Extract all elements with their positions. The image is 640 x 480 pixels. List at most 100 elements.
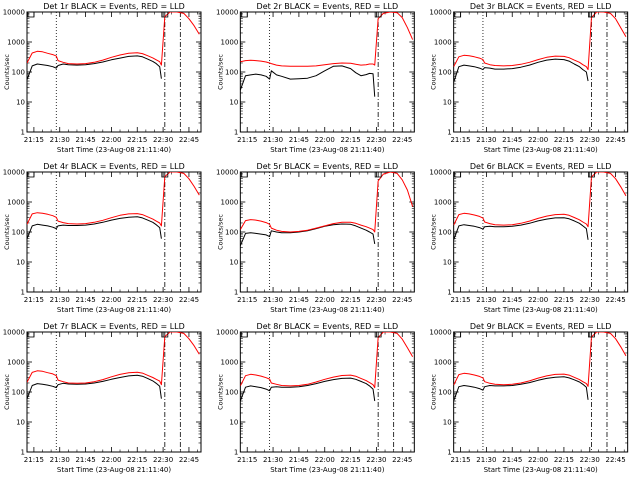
panel-title: Det 6r BLACK = Events, RED = LLD	[470, 162, 612, 171]
y-tick-label: 100	[438, 389, 451, 397]
events-series-line	[453, 58, 589, 83]
y-tick-label: 1000	[7, 199, 25, 207]
lld-series-line	[240, 332, 414, 389]
detector-panel-7: Det 7r BLACK = Events, RED = LLD 1 10 100 10…	[3, 322, 202, 474]
x-tick-label: 21:45	[289, 296, 309, 304]
x-tick-label: 21:30	[263, 136, 283, 144]
x-tick-label: 22:45	[606, 136, 626, 144]
y-tick-label: 10000	[216, 329, 238, 337]
y-tick-label: 1	[234, 449, 238, 457]
x-tick-label: 22:00	[315, 296, 335, 304]
lld-series-line	[453, 172, 627, 228]
flag-marker-box	[454, 11, 462, 18]
flag-marker-box	[588, 171, 595, 178]
x-tick-label: 21:45	[502, 456, 522, 464]
x-tick-label: 22:15	[127, 296, 147, 304]
x-tick-label: 22:45	[392, 296, 412, 304]
y-tick-label: 1000	[221, 39, 239, 47]
x-tick-label: 21:45	[75, 456, 95, 464]
events-series-line	[240, 65, 376, 97]
flag-marker-box	[27, 171, 35, 178]
detector-panel-9: Det 9r BLACK = Events, RED = LLD 1 10 100 10…	[429, 322, 629, 474]
series-group	[27, 332, 200, 399]
x-tick-label: 22:45	[392, 456, 412, 464]
series-group	[27, 12, 200, 80]
x-axis-label: Start Time (23-Aug-08 21:11:40)	[484, 146, 598, 154]
detector-panel-2: Det 2r BLACK = Events, RED = LLD 1 10 100 10…	[216, 2, 415, 154]
series-group	[240, 12, 414, 97]
panel-title: Det 1r BLACK = Events, RED = LLD	[43, 2, 185, 11]
x-tick-label: 21:45	[289, 456, 309, 464]
x-tick-label: 22:15	[554, 296, 574, 304]
flag-marker-box	[240, 11, 248, 18]
x-tick-label: 21:15	[24, 296, 44, 304]
lld-series-line	[27, 332, 200, 386]
x-tick-label: 21:30	[263, 456, 283, 464]
panel-title: Det 5r BLACK = Events, RED = LLD	[257, 162, 399, 171]
x-tick-label: 21:30	[50, 456, 70, 464]
detector-panel-5: Det 5r BLACK = Events, RED = LLD 1 10 100 10…	[216, 162, 415, 314]
y-tick-label: 1000	[221, 359, 239, 367]
y-tick-label: 1000	[7, 359, 25, 367]
y-tick-label: 10	[443, 99, 452, 107]
y-axis-label: Counts/sec	[216, 54, 224, 90]
x-tick-label: 22:00	[101, 136, 121, 144]
panel-title: Det 4r BLACK = Events, RED = LLD	[43, 162, 185, 171]
x-tick-label: 22:15	[340, 136, 360, 144]
flag-marker-box	[161, 331, 169, 338]
series-group	[27, 172, 200, 239]
x-tick-label: 21:15	[450, 456, 470, 464]
lld-series-line	[27, 12, 200, 66]
x-axis-label: Start Time (23-Aug-08 21:11:40)	[57, 466, 171, 474]
y-tick-label: 10	[443, 419, 452, 427]
detector-panel-1: Det 1r BLACK = Events, RED = LLD 1 10 100 10…	[3, 2, 202, 154]
panel-title: Det 9r BLACK = Events, RED = LLD	[470, 322, 612, 331]
x-tick-label: 21:30	[476, 456, 496, 464]
detector-panel-6: Det 6r BLACK = Events, RED = LLD 1 10 100 10…	[429, 162, 629, 314]
x-tick-label: 22:00	[101, 296, 121, 304]
y-axis-label: Counts/sec	[3, 374, 11, 410]
x-tick-label: 22:30	[580, 296, 600, 304]
series-group	[453, 332, 627, 402]
y-tick-label: 100	[438, 229, 451, 237]
x-tick-label: 21:15	[450, 136, 470, 144]
events-series-line	[27, 374, 162, 399]
x-tick-label: 21:15	[24, 136, 44, 144]
series-group	[453, 172, 627, 240]
y-tick-label: 10000	[216, 169, 238, 177]
panel-title: Det 2r BLACK = Events, RED = LLD	[257, 2, 399, 11]
y-axis-label: Counts/sec	[430, 54, 438, 90]
y-tick-label: 100	[12, 389, 25, 397]
x-tick-label: 21:15	[237, 136, 257, 144]
y-tick-label: 1	[21, 449, 25, 457]
detector-panel-3: Det 3r BLACK = Events, RED = LLD 1 10 100 10…	[429, 2, 629, 154]
y-tick-label: 10	[443, 259, 452, 267]
y-tick-label: 10	[16, 99, 25, 107]
flag-marker-box	[454, 331, 462, 338]
flag-marker-box	[240, 171, 248, 178]
panel-title: Det 3r BLACK = Events, RED = LLD	[470, 2, 612, 11]
x-tick-label: 21:45	[75, 296, 95, 304]
x-axis-label: Start Time (23-Aug-08 21:11:40)	[484, 466, 598, 474]
flag-marker-box	[161, 11, 169, 18]
x-tick-label: 22:45	[179, 136, 199, 144]
y-tick-label: 100	[438, 69, 451, 77]
y-tick-label: 1	[21, 129, 25, 137]
x-tick-label: 22:15	[127, 456, 147, 464]
events-series-line	[453, 217, 589, 240]
x-tick-label: 22:00	[315, 136, 335, 144]
x-tick-label: 22:30	[580, 136, 600, 144]
events-series-line	[240, 223, 376, 246]
x-tick-label: 22:45	[179, 296, 199, 304]
x-tick-label: 22:45	[606, 456, 626, 464]
x-tick-label: 22:00	[528, 296, 548, 304]
x-tick-label: 22:15	[340, 456, 360, 464]
y-tick-label: 10	[229, 259, 238, 267]
flag-marker-box	[374, 11, 382, 18]
flag-marker-box	[454, 171, 462, 178]
x-axis-label: Start Time (23-Aug-08 21:11:40)	[270, 466, 384, 474]
x-tick-label: 22:30	[153, 296, 173, 304]
y-tick-label: 10000	[216, 9, 238, 17]
x-axis-label: Start Time (23-Aug-08 21:11:40)	[484, 306, 598, 314]
